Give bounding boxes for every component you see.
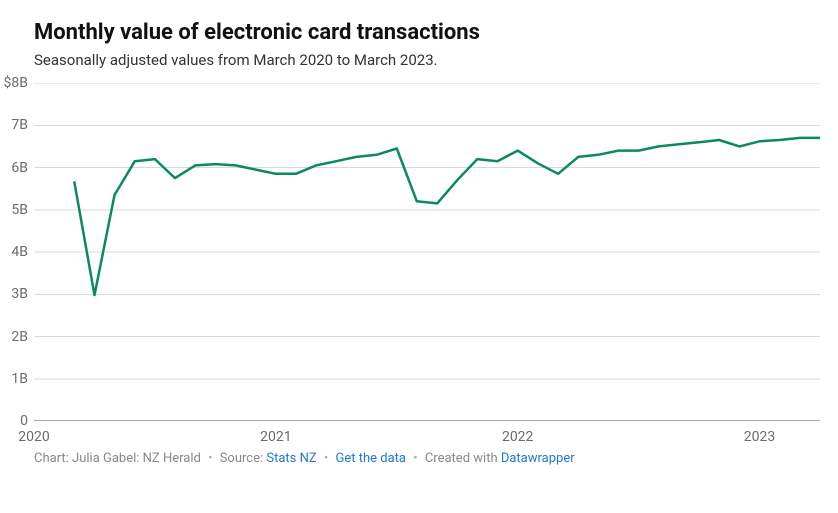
footer-source-link[interactable]: Stats NZ xyxy=(266,451,316,466)
footer-chart-by-label: Chart: xyxy=(34,451,72,466)
y-tick-label: 4B xyxy=(11,244,34,260)
x-tick-label: 2022 xyxy=(502,421,533,445)
chart-title: Monthly value of electronic card transac… xyxy=(34,20,820,45)
y-tick-label: 5B xyxy=(11,202,34,218)
chart-subtitle: Seasonally adjusted values from March 20… xyxy=(34,51,820,69)
footer-data-link[interactable]: Get the data xyxy=(336,451,406,466)
footer-sep: • xyxy=(208,451,212,466)
line-chart: 01B2B3B4B5B6B7B$8B2020202120222023 xyxy=(34,83,820,421)
y-tick-label: 1B xyxy=(11,371,34,387)
footer-sep: • xyxy=(413,451,417,466)
footer-created-label: Created with xyxy=(425,451,501,466)
series-line xyxy=(74,138,820,295)
plot-area xyxy=(34,83,820,421)
x-tick-label: 2021 xyxy=(260,421,291,445)
chart-footer: Chart: Julia Gabel: NZ Herald • Source: … xyxy=(34,451,820,466)
y-tick-label: 6B xyxy=(11,160,34,176)
footer-sep: • xyxy=(324,451,328,466)
footer-created-link[interactable]: Datawrapper xyxy=(501,451,575,466)
y-tick-label: 3B xyxy=(11,286,34,302)
y-tick-label: 2B xyxy=(11,329,34,345)
y-tick-label: $8B xyxy=(4,75,34,91)
footer-chart-by: Julia Gabel: NZ Herald xyxy=(72,451,201,466)
x-tick-label: 2020 xyxy=(18,421,49,445)
x-tick-label: 2023 xyxy=(744,421,775,445)
footer-source-label: Source: xyxy=(220,451,267,466)
y-tick-label: 7B xyxy=(11,117,34,133)
